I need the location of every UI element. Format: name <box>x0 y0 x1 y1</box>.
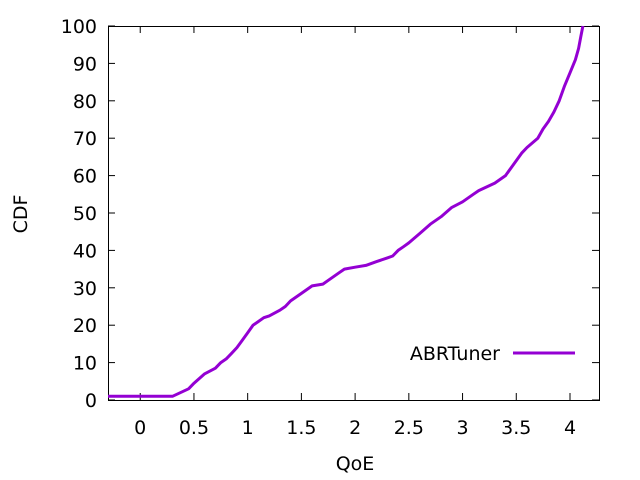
series-layer <box>108 25 585 398</box>
x-axis: 0 0.5 1 1.5 2 2.5 3 3.5 4 <box>134 26 576 439</box>
plot-border <box>108 26 600 401</box>
series-line-abrtuner <box>108 25 585 398</box>
legend: ABRTuner <box>410 343 575 365</box>
x-tick-label: 0 <box>134 417 146 439</box>
y-tick-label: 20 <box>73 315 97 337</box>
x-axis-label: QoE <box>336 453 375 475</box>
y-tick-label: 50 <box>73 203 97 225</box>
y-axis: 0 10 20 30 40 50 60 70 80 90 100 <box>61 16 599 412</box>
x-tick-label: 1.5 <box>286 417 316 439</box>
y-tick-label: 30 <box>73 278 97 300</box>
y-axis-label: CDF <box>10 195 32 234</box>
y-tick-label: 90 <box>73 53 97 75</box>
x-tick-label: 3 <box>457 417 469 439</box>
x-tick-label: 3.5 <box>501 417 531 439</box>
y-tick-label: 0 <box>85 390 97 412</box>
y-tick-label: 40 <box>73 240 97 262</box>
y-tick-label: 100 <box>61 16 97 38</box>
y-tick-label: 60 <box>73 166 97 188</box>
y-tick-label: 80 <box>73 91 97 113</box>
x-tick-label: 2.5 <box>394 417 424 439</box>
x-tick-label: 1 <box>242 417 254 439</box>
x-tick-label: 2 <box>349 417 361 439</box>
x-tick-label: 0.5 <box>179 417 209 439</box>
y-tick-label: 10 <box>73 353 97 375</box>
y-tick-label: 70 <box>73 128 97 150</box>
legend-label: ABRTuner <box>410 343 500 365</box>
plot-frame <box>108 26 600 401</box>
x-tick-label: 4 <box>564 417 576 439</box>
